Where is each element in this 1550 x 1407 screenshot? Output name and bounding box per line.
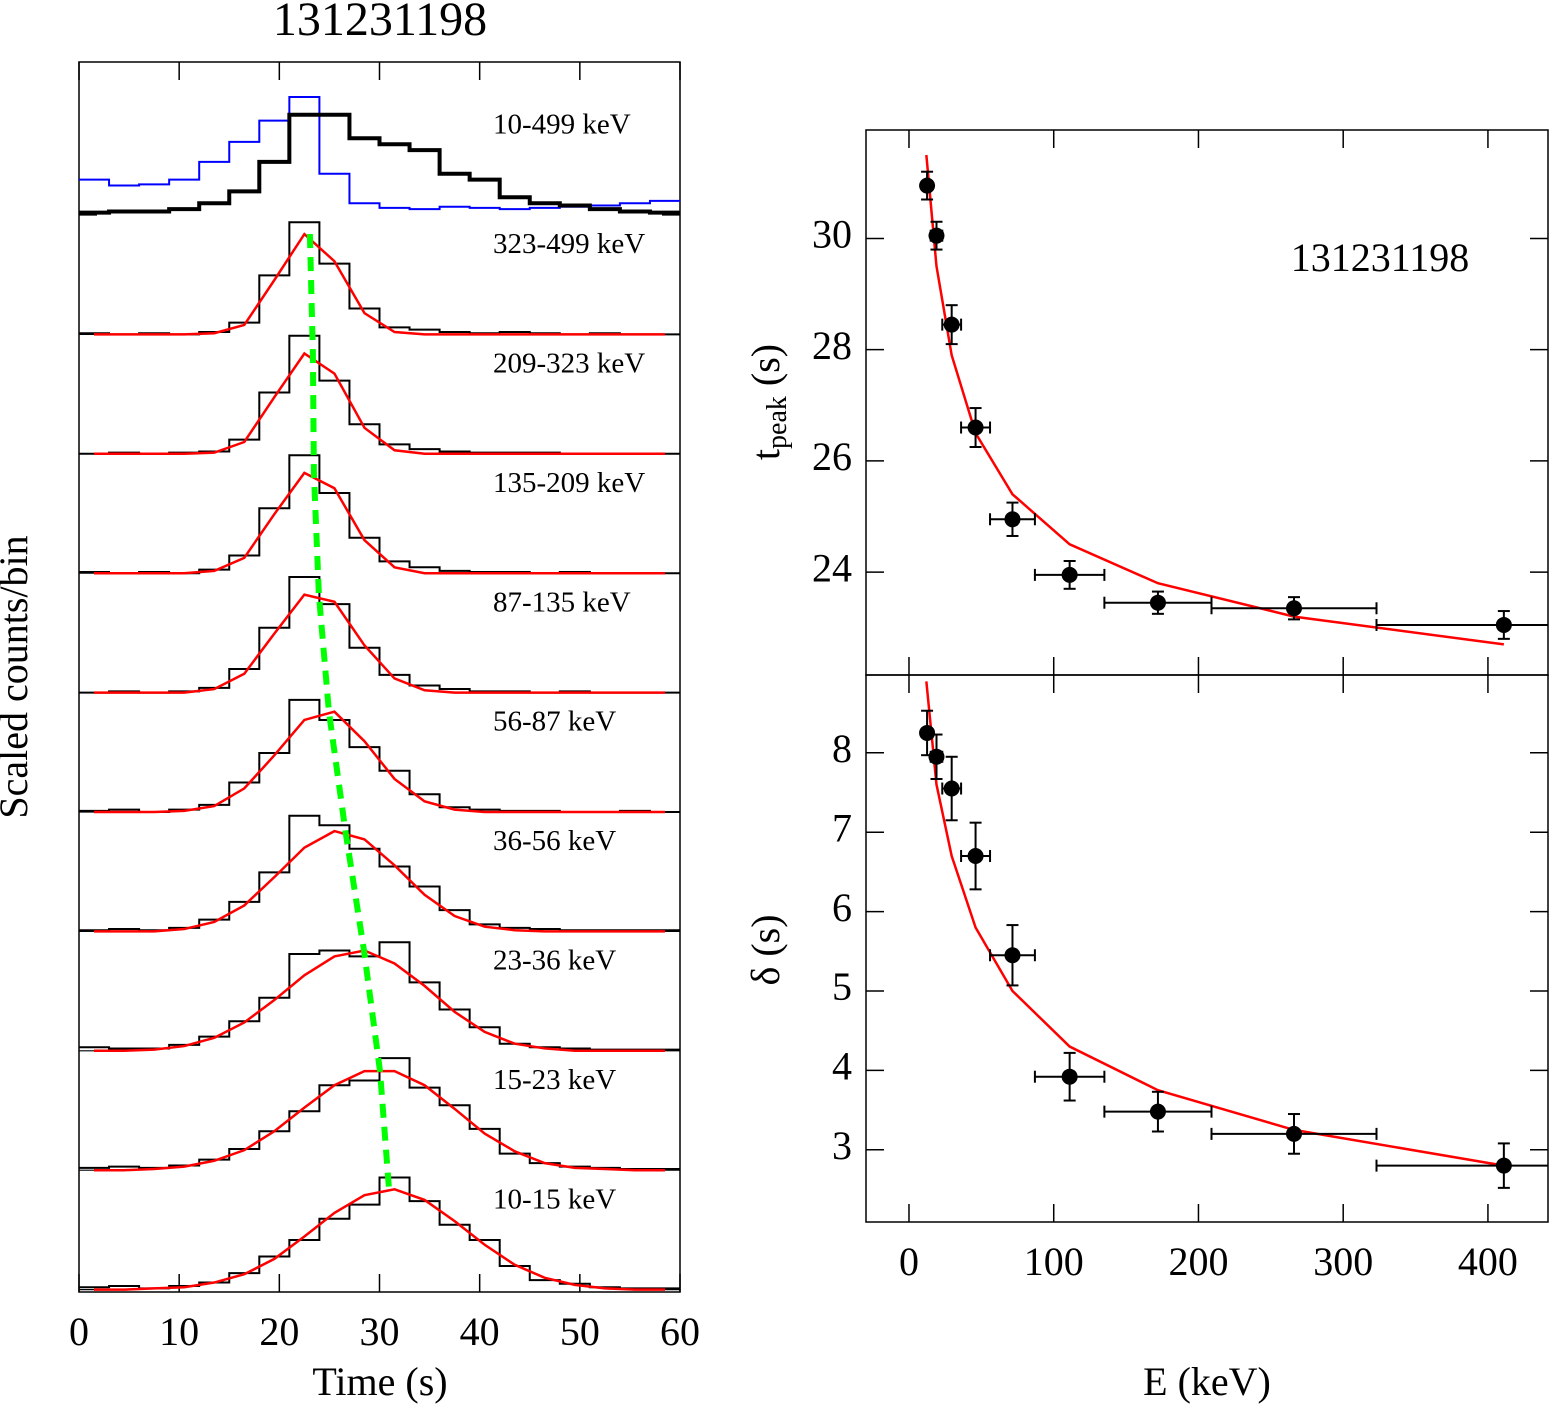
data-point: [943, 316, 960, 333]
x-tick-label: 10: [159, 1309, 199, 1354]
y-axis-label: δ (s): [743, 914, 788, 985]
data-point: [919, 724, 936, 741]
y-label-unit: (s): [743, 914, 788, 956]
x-tick-label: 30: [360, 1309, 400, 1354]
fit-line: [925, 681, 1505, 1167]
x-tick-label: 300: [1313, 1239, 1373, 1284]
band-label: 10-15 keV: [493, 1183, 616, 1215]
y-tick-label: 6: [832, 885, 852, 930]
x-axis-label: E (keV): [1143, 1359, 1271, 1404]
y-label-sub: peak: [762, 396, 793, 449]
y-tick-label: 26: [812, 434, 852, 479]
y-tick-label: 8: [832, 726, 852, 771]
x-tick-label: 50: [560, 1309, 600, 1354]
band-label: 10-499 keV: [493, 109, 631, 141]
data-point: [1149, 594, 1166, 611]
band-label: 36-56 keV: [493, 825, 616, 857]
x-tick-label: 0: [69, 1309, 89, 1354]
data-point: [928, 227, 945, 244]
fit-curve: [94, 351, 665, 456]
y-axis-label: Scaled counts/bin: [0, 535, 36, 818]
fit-curve: [94, 593, 665, 694]
fit-curve: [94, 829, 665, 933]
x-tick-label: 20: [259, 1309, 299, 1354]
y-tick-label: 30: [812, 212, 852, 257]
data-point: [1285, 600, 1302, 617]
plot-area: [919, 681, 1548, 1189]
data-point: [1061, 566, 1078, 583]
fit-curve: [94, 710, 665, 814]
y-label-main: δ: [743, 967, 788, 986]
light-curve: [79, 814, 680, 932]
peak-line: [306, 234, 393, 1190]
data-point: [1061, 1068, 1078, 1085]
x-axis-label: Time (s): [312, 1359, 447, 1404]
data-point: [1149, 1103, 1166, 1120]
fit-curve: [94, 1188, 665, 1291]
band-label: 56-87 keV: [493, 706, 616, 738]
data-point: [967, 848, 984, 865]
data-point: [1495, 1157, 1512, 1174]
x-tick-label: 60: [660, 1309, 700, 1354]
data-point: [1004, 947, 1021, 964]
band-label: 15-23 keV: [493, 1064, 616, 1096]
fit-line: [925, 154, 1505, 646]
x-tick-label: 400: [1458, 1239, 1518, 1284]
x-tick-label: 200: [1168, 1239, 1228, 1284]
data-point: [967, 419, 984, 436]
y-tick-label: 5: [832, 964, 852, 1009]
y-tick-label: 24: [812, 545, 852, 590]
band-label: 323-499 keV: [493, 228, 645, 260]
y-axis-label: tpeak (s): [743, 344, 793, 460]
plot-frame: [865, 129, 1549, 676]
band-label: 209-323 keV: [493, 347, 645, 379]
band-label: 87-135 keV: [493, 586, 631, 618]
plot-frame: [865, 674, 1549, 1223]
y-tick-label: 3: [832, 1123, 852, 1168]
annotation: 131231198: [1291, 235, 1470, 280]
y-tick-label: 7: [832, 805, 852, 850]
light-curve: [79, 112, 680, 215]
plot-area: [919, 154, 1548, 646]
chart-title: 131231198: [273, 0, 487, 46]
x-tick-label: 100: [1024, 1239, 1084, 1284]
data-point: [943, 780, 960, 797]
y-label-main: t: [743, 449, 788, 460]
band-label: 23-36 keV: [493, 944, 616, 976]
data-point: [1285, 1125, 1302, 1142]
fit-curve: [94, 232, 665, 336]
y-tick-label: 4: [832, 1044, 852, 1089]
x-tick-label: 0: [899, 1239, 919, 1284]
x-tick-label: 40: [460, 1309, 500, 1354]
data-point: [919, 177, 936, 194]
data-point: [1495, 616, 1512, 633]
band-label: 135-209 keV: [493, 467, 645, 499]
fit-curve: [94, 949, 665, 1053]
fit-curve: [94, 471, 665, 575]
data-point: [1004, 511, 1021, 528]
y-label-unit: (s): [743, 344, 788, 386]
y-tick-label: 28: [812, 323, 852, 368]
data-point: [928, 748, 945, 765]
